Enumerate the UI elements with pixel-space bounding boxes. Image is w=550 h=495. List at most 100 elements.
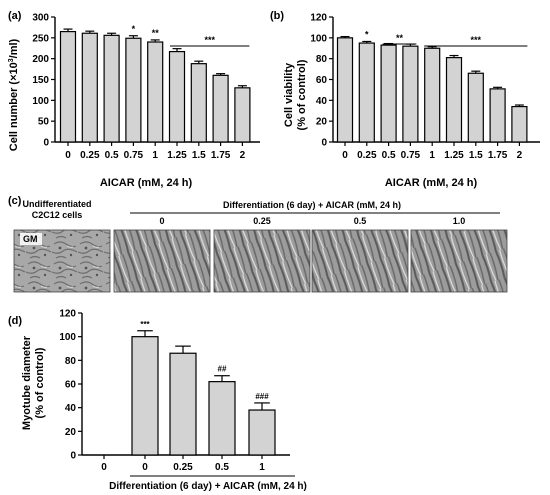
panel-b-y-tick-label-2: 40 (316, 96, 328, 107)
undifferentiated-label-line2: C2C12 cells (32, 210, 83, 220)
panel-c: (c) Undifferentiated C2C12 cells Differe… (8, 195, 508, 293)
differentiation-header: Differentiation (6 day) + AICAR (mM, 24 … (223, 200, 401, 210)
panel-b-bar-3 (402, 45, 419, 143)
panel-a-y-tick-label-3: 150 (32, 75, 49, 86)
micrograph-aicar-05 (311, 229, 409, 293)
panel-d-y-tick-label-0: 0 (70, 451, 76, 462)
panel-d-x-tick-label-3: 0.5 (215, 462, 229, 473)
panel-a-bar-4 (147, 41, 164, 143)
panel-d-y-tick-label-3: 60 (65, 380, 77, 391)
panel-d-y-tick-label-1: 20 (65, 427, 77, 438)
panel-b-bar-7 (489, 88, 506, 143)
panel-b-x-tick-label-5: 1.25 (444, 150, 464, 161)
panel-d-annotation-3: ## (218, 365, 227, 374)
panel-d-bar-3 (208, 381, 236, 456)
panel-d-x-tick-label-0: 0 (101, 462, 107, 473)
panel-d-bar-1 (131, 336, 159, 456)
panel-a-y-axis-label: Cell number (×103/ml) (8, 38, 20, 151)
panel-b-bar-5 (445, 57, 463, 143)
panel-b-y-axis-label-line1: Cell viability (283, 62, 295, 127)
panel-b-x-tick-label-6: 1.5 (469, 150, 483, 161)
panel-label-c: (c) (8, 195, 22, 207)
panel-b-y-tick-label-5: 100 (310, 33, 327, 44)
panel-b-bar-8 (511, 105, 528, 143)
image-label-05: 0.5 (354, 216, 367, 226)
panel-a-bar-3 (125, 37, 142, 143)
panel-d: (d) Myotube diameter (% of control) Diff… (8, 309, 307, 493)
panel-a-x-tick-label-0: 0 (65, 150, 71, 161)
panel-label-b: (b) (270, 10, 284, 22)
panel-d-bar-4 (248, 409, 276, 456)
panel-a-bar-5 (168, 50, 186, 143)
panel-b-bar-1 (358, 42, 375, 143)
gm-label-box (20, 233, 42, 245)
panel-b-significance-bracket-short: ** (396, 33, 404, 43)
gm-label: GM (23, 234, 38, 244)
panel-label-a: (a) (8, 10, 22, 22)
micrograph-aicar-025 (213, 229, 311, 293)
panel-a-x-tick-label-6: 1.5 (192, 150, 206, 161)
panel-d-x-tick-label-1: 0 (142, 462, 148, 473)
panel-b-x-tick-label-8: 2 (517, 150, 523, 161)
panel-a-significance-4: ** (152, 28, 160, 38)
panel-label-d: (d) (8, 315, 22, 327)
panel-b-bar-0 (336, 37, 354, 143)
panel-b-y-tick-label-0: 0 (321, 138, 327, 149)
panel-a-significance-3: * (132, 24, 136, 34)
panel-a-bar-7 (212, 74, 229, 143)
panel-d-y-tick-label-6: 120 (59, 309, 76, 320)
undifferentiated-label-line1: Undifferentiated (22, 199, 91, 209)
panel-a-plot: 0 50 100 150 200 250 300 0 0.25 0.5 0.75 1 1.25 1.5 1.… (32, 13, 260, 161)
panel-d-y-tick-label-5: 100 (59, 332, 76, 343)
panel-a-y-tick-label-5: 250 (32, 33, 49, 44)
micrograph-aicar-10 (410, 229, 508, 293)
image-label-10: 1.0 (453, 216, 466, 226)
panel-b-x-tick-label-4: 1 (429, 150, 435, 161)
panel-b-bar-4 (424, 47, 441, 143)
panel-b-x-tick-label-2: 0.5 (382, 150, 396, 161)
micrograph-aicar-0 (113, 229, 211, 293)
panel-b-y-tick-label-1: 20 (316, 117, 328, 128)
image-label-0: 0 (159, 216, 164, 226)
panel-a-bar-2 (103, 34, 120, 143)
panel-b-y-tick-label-6: 120 (310, 13, 327, 24)
panel-a-x-tick-label-7: 1.75 (211, 150, 231, 161)
panel-b-bar-2 (380, 44, 397, 143)
panel-a-y-tick-label-4: 200 (32, 54, 49, 65)
image-label-025: 0.25 (253, 216, 271, 226)
panel-d-annotation-4: ### (255, 392, 269, 401)
panel-a-y-tick-label-2: 100 (32, 96, 49, 107)
panel-a-x-tick-label-2: 0.5 (105, 150, 119, 161)
panel-b-x-tick-label-0: 0 (342, 150, 348, 161)
panel-a-bar-8 (234, 87, 251, 143)
panel-b-y-tick-label-3: 60 (316, 75, 328, 86)
panel-a-x-tick-label-3: 0.75 (124, 150, 144, 161)
panel-d-x-tick-label-2: 0.25 (173, 462, 193, 473)
panel-b-x-tick-label-7: 1.75 (488, 150, 508, 161)
panel-d-x-tick-label-4: 1 (259, 462, 265, 473)
panel-a: (a) Cell number (×103/ml) AICAR (mM, 24 … (8, 10, 260, 189)
panel-b-x-axis-label: AICAR (mM, 24 h) (385, 177, 478, 189)
panel-b-x-tick-label-3: 0.75 (401, 150, 421, 161)
panel-a-bar-1 (81, 32, 98, 143)
panel-b-significance-bracket-long: *** (471, 35, 482, 45)
panel-d-x-axis-label: Differentiation (6 day) + AICAR (mM, 24 … (109, 481, 307, 492)
panel-b-significance-1: * (365, 29, 369, 39)
panel-a-x-tick-label-8: 2 (240, 150, 246, 161)
panel-d-annotation-1: *** (140, 320, 150, 329)
panel-b: (b) Cell viability (% of control) AICAR … (270, 10, 540, 189)
panel-d-y-axis-label-line2: (% of control) (34, 347, 46, 418)
panel-d-y-tick-label-4: 80 (65, 356, 77, 367)
panel-a-y-tick-label-1: 50 (38, 117, 50, 128)
panel-a-bar-6 (190, 63, 207, 143)
panel-b-y-axis-label-line2: (% of control) (296, 59, 308, 130)
panel-d-bar-2 (169, 352, 197, 456)
panel-a-x-tick-label-5: 1.25 (167, 150, 187, 161)
panel-b-x-tick-label-1: 0.25 (357, 150, 377, 161)
panel-a-y-tick-label-6: 300 (32, 13, 49, 24)
panel-d-y-axis-label-line1: Myotube diameter (21, 335, 33, 430)
panel-d-y-tick-label-2: 40 (65, 403, 77, 414)
panel-b-plot: 0 20 40 60 80 100 120 0 0.25 0.5 0.75 1 1.25 1.5 1.75 2… (310, 13, 540, 161)
